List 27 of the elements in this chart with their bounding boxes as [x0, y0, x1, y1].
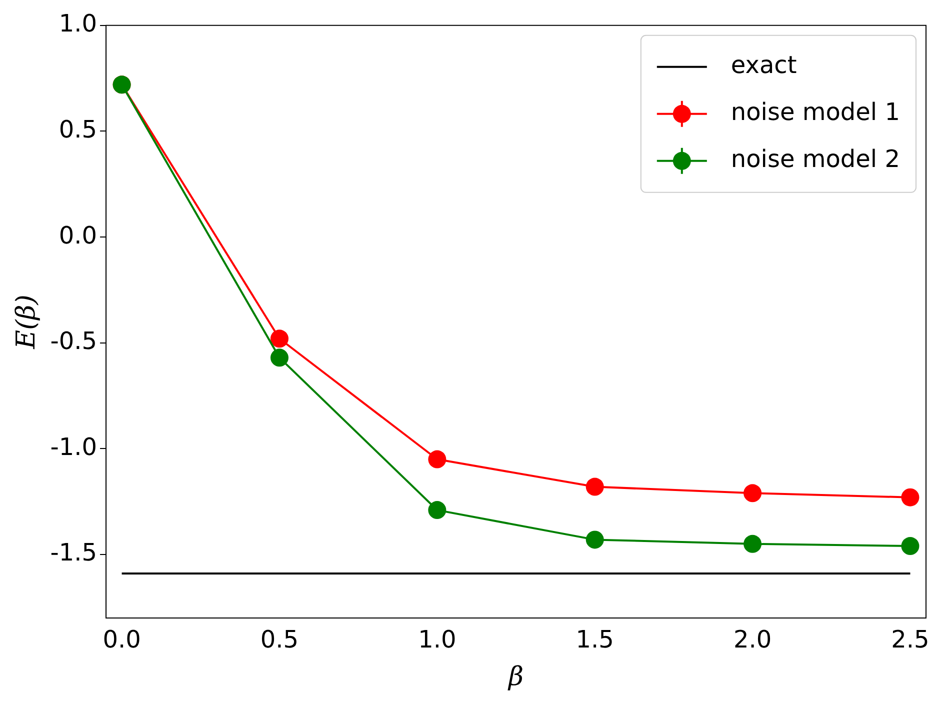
point: [586, 478, 604, 496]
y-tick-label: -1.5: [50, 538, 98, 567]
y-tick-label: -0.5: [50, 327, 98, 356]
point: [744, 534, 762, 553]
y-tick-label: 0.5: [58, 115, 98, 144]
point: [270, 330, 288, 348]
x-axis-title: β: [508, 662, 524, 692]
x-tick-label: 2.0: [733, 626, 772, 654]
x-tick-label: 1.5: [576, 626, 614, 654]
legend-label: noise model 2: [730, 145, 900, 174]
y-tick-label: -1.0: [50, 432, 98, 461]
point: [270, 348, 288, 367]
point: [586, 530, 604, 549]
point: [901, 537, 920, 556]
x-tick-label: 1.0: [418, 626, 456, 654]
y-axis-title: E(β): [11, 294, 42, 350]
point: [428, 450, 446, 468]
y-tick-label: 1.0: [58, 10, 98, 38]
point: [428, 501, 446, 520]
y-tick-label: 0.0: [58, 221, 98, 250]
point: [901, 488, 920, 506]
x-tick-label: 0.5: [260, 626, 299, 654]
x-tick-label: 2.5: [891, 626, 930, 654]
legend-label: exact: [730, 51, 797, 80]
point: [744, 484, 762, 502]
legend-label: noise model 1: [730, 98, 900, 126]
x-tick-label: 0.0: [102, 626, 141, 654]
